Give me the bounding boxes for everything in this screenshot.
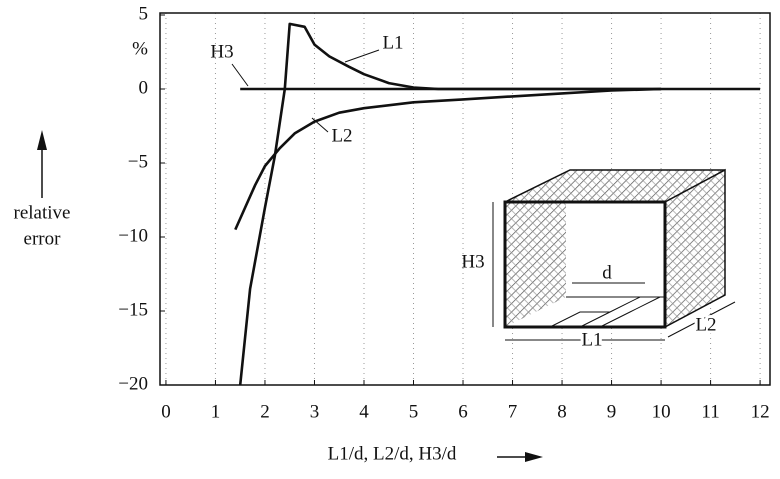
y-tick-label: −15 [118, 299, 148, 320]
y-unit: % [132, 38, 148, 59]
y-tick-label: 5 [139, 3, 149, 24]
y-tick-label: −20 [118, 373, 148, 394]
y-tick-label: −10 [118, 225, 148, 246]
x-tick-label: 11 [701, 401, 719, 422]
dim-line [667, 301, 736, 338]
y-label: relative [14, 202, 71, 223]
x-arrowhead [525, 452, 543, 462]
leader [311, 117, 329, 133]
plot-frame [159, 12, 771, 386]
x-tick-label: 6 [458, 401, 468, 422]
series-label: H3 [210, 41, 233, 62]
inset-label: d [602, 262, 612, 283]
y-tick-label: 0 [139, 77, 149, 98]
inset-label: L1 [581, 329, 602, 350]
plot-area: 0 1 2 3 4 5 6 7 8 9 10 11 12−20−15−10−505 [118, 3, 771, 422]
leader [344, 49, 380, 63]
y-arrowhead [37, 130, 47, 150]
leader [231, 63, 249, 87]
line-l2 [234, 87, 662, 231]
x-tick-label: 8 [557, 401, 567, 422]
inset-label: H3 [461, 251, 484, 272]
box-frame [503, 200, 667, 329]
series-label: L1 [382, 32, 403, 53]
x-tick-label: 10 [652, 401, 671, 422]
x-label: L1/d, L2/d, H3/d [328, 443, 457, 464]
inset-diagram: H3 d L1 L2 [461, 168, 736, 353]
x-tick-label: 3 [310, 401, 320, 422]
x-tick-label: 5 [409, 401, 419, 422]
y-label: error [24, 228, 62, 249]
line-l1 [238, 22, 662, 386]
x-tick-label: 4 [359, 401, 369, 422]
x-tick-label: 0 [161, 401, 171, 422]
x-tick-label: 9 [607, 401, 617, 422]
x-tick-label: 12 [751, 401, 770, 422]
y-tick-label: −5 [128, 151, 148, 172]
x-tick-label: 7 [508, 401, 518, 422]
x-axis-title: L1/d, L2/d, H3/d [328, 443, 543, 464]
series-label: L2 [331, 125, 352, 146]
inset-label: L2 [695, 314, 716, 335]
x-tick-label: 2 [260, 401, 270, 422]
x-tick-label: 1 [211, 401, 221, 422]
y-axis-title: relative error [14, 130, 71, 249]
series-labels: H3 L1 L2 [210, 32, 403, 146]
left-wall [505, 202, 566, 327]
